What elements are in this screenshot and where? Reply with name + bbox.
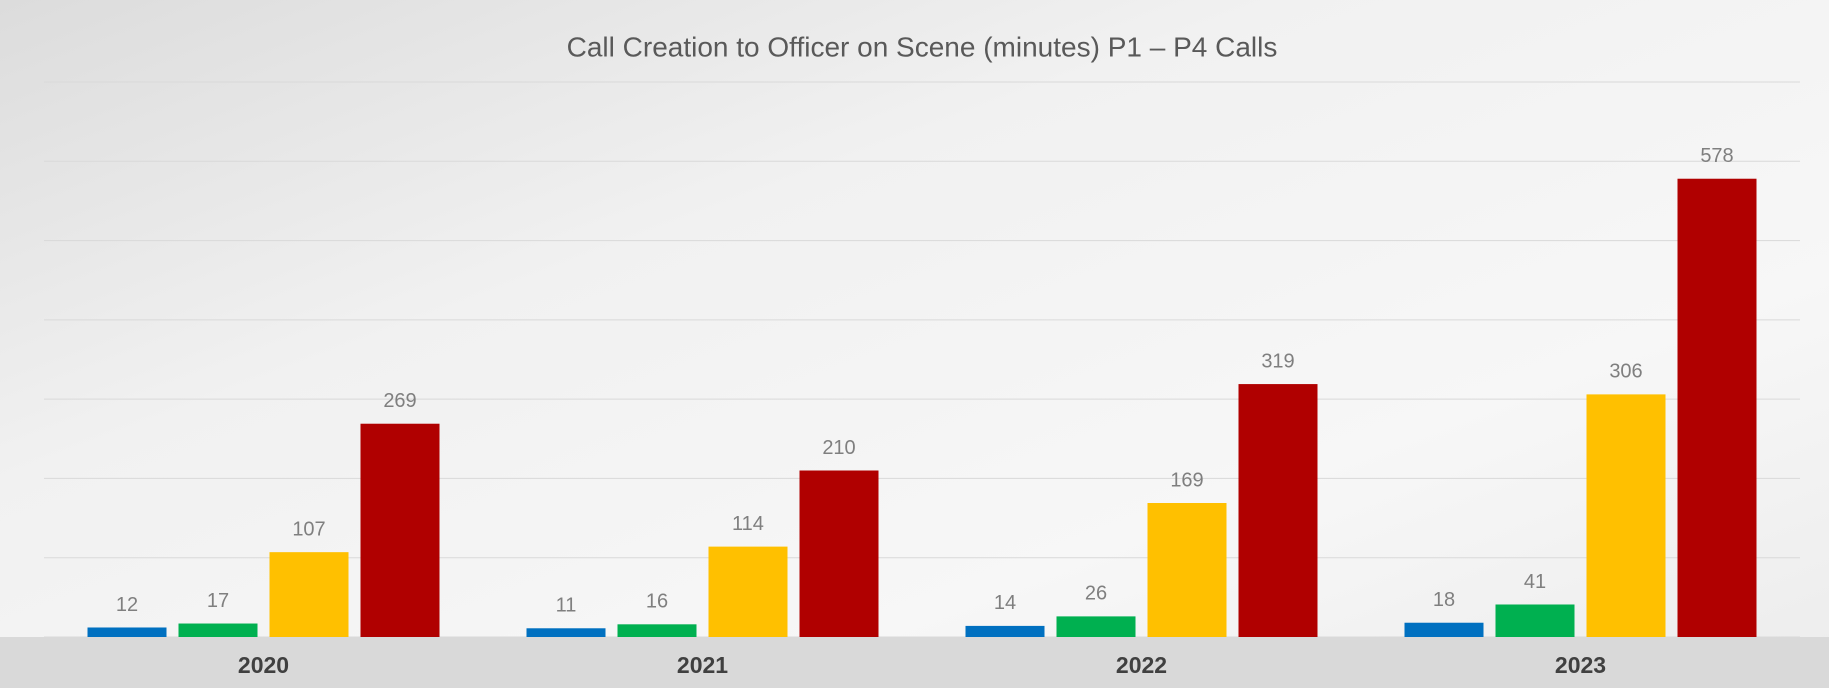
data-label: 210 <box>822 437 855 459</box>
bar <box>799 470 879 637</box>
x-tick-label: 2021 <box>677 652 728 678</box>
bar <box>1495 604 1575 637</box>
bar <box>178 623 258 637</box>
data-label: 41 <box>1524 571 1546 593</box>
data-label: 12 <box>116 594 138 616</box>
bar <box>269 552 349 637</box>
category-band <box>0 637 1829 688</box>
data-label: 578 <box>1700 145 1733 167</box>
bar <box>617 624 697 637</box>
bar <box>87 627 167 637</box>
bar <box>965 625 1045 637</box>
chart-title: Call Creation to Officer on Scene (minut… <box>567 31 1278 62</box>
data-label: 319 <box>1261 350 1294 372</box>
data-label: 17 <box>207 590 229 612</box>
data-label: 26 <box>1085 583 1107 605</box>
bar <box>1586 394 1666 637</box>
bar <box>1147 503 1227 637</box>
bar <box>526 628 606 637</box>
data-label: 11 <box>556 595 577 617</box>
data-label: 114 <box>732 513 764 535</box>
data-label: 107 <box>292 518 325 540</box>
x-tick-label: 2023 <box>1555 652 1606 678</box>
data-label: 169 <box>1170 469 1203 491</box>
data-label: 18 <box>1433 589 1455 611</box>
bar <box>708 546 788 637</box>
data-label: 306 <box>1609 361 1642 383</box>
bar <box>1404 622 1484 637</box>
data-label: 269 <box>383 390 416 412</box>
data-label: 16 <box>646 591 668 613</box>
x-tick-label: 2020 <box>238 652 289 678</box>
bar <box>360 423 440 637</box>
bar <box>1677 178 1757 637</box>
x-tick-label: 2022 <box>1116 652 1167 678</box>
bar <box>1056 616 1136 637</box>
bar <box>1238 384 1318 637</box>
data-label: 14 <box>994 592 1016 614</box>
